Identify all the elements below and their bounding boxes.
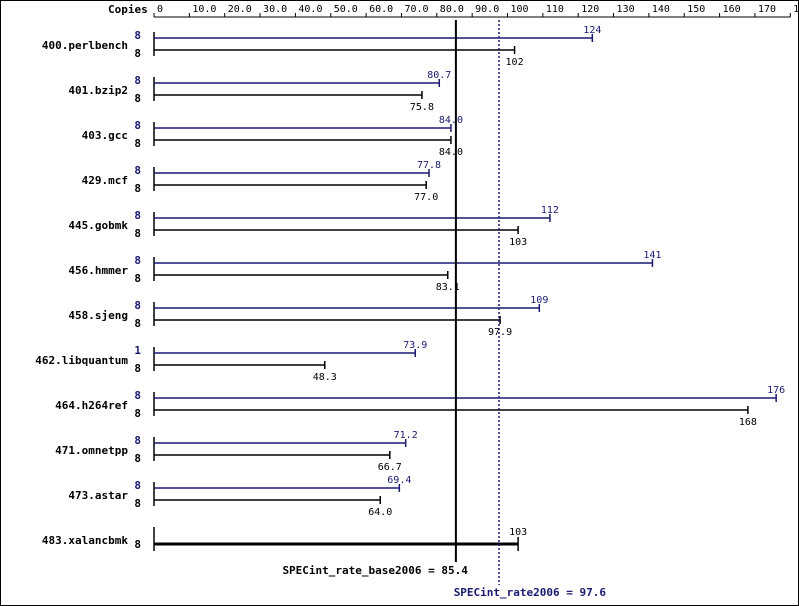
- x-tick-label: 110: [546, 4, 564, 15]
- benchmark-label: 445.gobmk: [68, 219, 128, 232]
- peak-summary-label: SPECint_rate2006 = 97.6: [454, 586, 607, 599]
- base-copies-label: 8: [134, 47, 141, 60]
- x-tick-label: 90.0: [475, 4, 499, 15]
- benchmark-label: 458.sjeng: [68, 309, 128, 322]
- peak-value-label: 71.2: [394, 430, 418, 441]
- base-value-label: 84.0: [439, 147, 463, 158]
- benchmark-label: 401.bzip2: [68, 84, 128, 97]
- x-tick-label: 180: [793, 4, 799, 15]
- x-tick-label: 30.0: [263, 4, 287, 15]
- base-value-label: 48.3: [313, 372, 337, 383]
- base-value-label: 103: [509, 237, 527, 248]
- base-value-label: 168: [739, 417, 757, 428]
- benchmark-label: 456.hmmer: [68, 264, 128, 277]
- peak-value-label: 73.9: [403, 340, 427, 351]
- benchmark-label: 429.mcf: [82, 174, 128, 187]
- peak-value-label: 77.8: [417, 160, 441, 171]
- benchmark-label: 483.xalancbmk: [42, 534, 128, 547]
- base-copies-label: 8: [134, 497, 141, 510]
- peak-copies-label: 8: [134, 299, 141, 312]
- peak-value-label: 69.4: [387, 475, 411, 486]
- base-value-label: 97.9: [488, 327, 512, 338]
- peak-copies-label: 8: [134, 389, 141, 402]
- peak-copies-label: 8: [134, 29, 141, 42]
- summary-lines: SPECint_rate_base2006 = 85.4 SPECint_rate…: [282, 20, 606, 599]
- copies-header: Copies: [108, 3, 148, 16]
- x-tick-label: 100: [511, 4, 529, 15]
- x-tick-label: 170: [758, 4, 776, 15]
- benchmark-label: 400.perlbench: [42, 39, 128, 52]
- peak-copies-label: 8: [134, 164, 141, 177]
- peak-copies-label: 8: [134, 74, 141, 87]
- peak-value-label: 109: [530, 295, 548, 306]
- x-tick-label: 130: [617, 4, 635, 15]
- base-value-label: 77.0: [414, 192, 438, 203]
- benchmark-label: 462.libquantum: [35, 354, 128, 367]
- base-copies-label: 8: [134, 317, 141, 330]
- benchmark-label: 471.omnetpp: [55, 444, 128, 457]
- x-tick-label: 70.0: [404, 4, 428, 15]
- peak-value-label: 176: [767, 385, 785, 396]
- base-copies-label: 8: [134, 92, 141, 105]
- benchmark-label: 403.gcc: [82, 129, 128, 142]
- x-tick-label: 10.0: [192, 4, 216, 15]
- base-summary-label: SPECint_rate_base2006 = 85.4: [282, 564, 468, 577]
- x-axis-ticks: 0 10.0 20.0 30.0 40.0 50.0 60.0 70.0 80.0 90.0 100…: [153, 4, 799, 18]
- benchmark-label: 473.astar: [68, 489, 128, 502]
- x-tick-label: 60.0: [369, 4, 393, 15]
- x-tick-label: 40.0: [298, 4, 322, 15]
- peak-value-label: 84.0: [439, 115, 463, 126]
- x-tick-label: 150: [687, 4, 705, 15]
- x-tick-label: 20.0: [228, 4, 252, 15]
- base-value-label: 64.0: [368, 507, 392, 518]
- bars: 400.perlbench 8 124 8 102 401.bzip2 8 80.7 8 75.8…: [35, 25, 785, 551]
- base-copies-label: 8: [134, 137, 141, 150]
- combined-value-label: 103: [509, 527, 527, 538]
- x-tick-label: 140: [652, 4, 670, 15]
- peak-copies-label: 1: [134, 344, 141, 357]
- base-copies-label: 8: [134, 407, 141, 420]
- x-tick-label: 50.0: [334, 4, 358, 15]
- peak-value-label: 80.7: [427, 70, 451, 81]
- peak-copies-label: 8: [134, 119, 141, 132]
- copies-label: 8: [134, 538, 141, 551]
- peak-copies-label: 8: [134, 479, 141, 492]
- base-value-label: 102: [506, 57, 524, 68]
- x-tick-label: 0: [157, 4, 163, 15]
- peak-copies-label: 8: [134, 434, 141, 447]
- base-copies-label: 8: [134, 452, 141, 465]
- base-copies-label: 8: [134, 227, 141, 240]
- x-tick-label: 80.0: [440, 4, 464, 15]
- peak-copies-label: 8: [134, 254, 141, 267]
- base-copies-label: 8: [134, 182, 141, 195]
- base-value-label: 83.1: [436, 282, 460, 293]
- base-copies-label: 8: [134, 272, 141, 285]
- x-tick-label: 160: [723, 4, 741, 15]
- base-copies-label: 8: [134, 362, 141, 375]
- peak-value-label: 141: [643, 250, 661, 261]
- peak-value-label: 112: [541, 205, 559, 216]
- base-value-label: 75.8: [410, 102, 434, 113]
- x-tick-label: 120: [581, 4, 599, 15]
- base-value-label: 66.7: [378, 462, 402, 473]
- peak-copies-label: 8: [134, 209, 141, 222]
- peak-value-label: 124: [583, 25, 601, 36]
- benchmark-label: 464.h264ref: [55, 399, 128, 412]
